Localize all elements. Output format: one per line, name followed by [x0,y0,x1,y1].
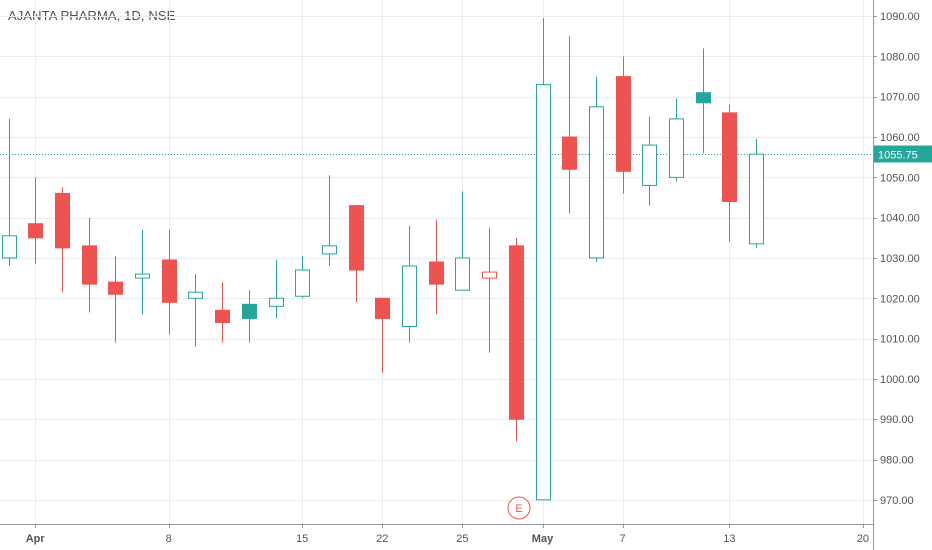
candle[interactable] [55,187,70,293]
candle-body [108,281,123,295]
candle-body [269,297,284,307]
candle[interactable] [322,175,337,267]
x-tick-label: 22 [376,533,388,545]
candle[interactable] [269,259,284,319]
candle-body [749,153,764,245]
candle-body [616,76,631,172]
last-price-badge [874,145,932,163]
candle-body [295,269,310,297]
candle-body [375,297,390,319]
y-tick-label: 970.00 [880,495,914,507]
candle-body [162,259,177,303]
candle[interactable] [696,48,711,154]
last-price-label: 1055.75 [878,150,918,162]
candle[interactable] [749,139,764,248]
candle-body [536,84,551,501]
y-tick-label: 980.00 [880,455,914,467]
y-tick-label: 1010.00 [880,334,920,346]
x-tick-label: 7 [620,533,626,545]
y-tick-label: 1050.00 [880,172,920,184]
candle-body [509,245,524,420]
chart-title: AJANTA PHARMA, 1D, NSE [8,8,176,23]
candle-body [28,223,43,239]
y-tick-label: 1030.00 [880,253,920,265]
candle-body [429,261,444,285]
candle[interactable] [242,290,257,343]
candle-body [242,303,257,319]
candle[interactable] [295,255,310,299]
candle[interactable] [616,56,631,194]
y-tick-label: 1080.00 [880,51,920,63]
x-tick-label: 15 [296,533,308,545]
candle[interactable] [215,282,230,343]
candle[interactable] [722,104,737,242]
candle[interactable] [429,219,444,315]
y-tick-label: 1020.00 [880,293,920,305]
candle-body [188,291,203,299]
candle-body [455,257,470,291]
y-tick-label: 990.00 [880,414,914,426]
candle[interactable] [669,98,684,182]
candle-body [135,273,150,279]
candle[interactable] [188,274,203,347]
x-tick-label: 13 [723,533,735,545]
candle-body [562,136,577,170]
candle-body [2,235,17,259]
candle[interactable] [375,297,390,373]
y-tick-label: 1060.00 [880,132,920,144]
candle-body [589,106,604,259]
earnings-event-marker[interactable] [507,496,531,520]
candle-body [55,192,70,249]
candle[interactable] [562,36,577,214]
candle[interactable] [402,225,417,343]
candle[interactable] [135,229,150,315]
candle-body [402,265,417,327]
earnings-event-label: E [515,503,522,515]
x-tick-label: 8 [166,533,172,545]
y-tick-label: 1090.00 [880,11,920,23]
candle[interactable] [536,18,551,501]
candle-body [669,118,684,178]
x-tick-label: May [532,533,554,545]
candle[interactable] [589,76,604,262]
candle[interactable] [28,177,43,265]
candle-body [349,205,364,271]
y-tick-label: 1070.00 [880,92,920,104]
y-tick-label: 1040.00 [880,213,920,225]
y-tick-label: 1000.00 [880,374,920,386]
candle-body [642,144,657,186]
candle[interactable] [455,191,470,291]
candle-body [696,92,711,104]
candle[interactable] [509,237,524,442]
candle[interactable] [82,217,97,313]
candle-body [82,245,97,285]
candle[interactable] [349,205,364,303]
candle-body [722,112,737,203]
candle-body [482,271,497,279]
x-tick-label: 20 [857,533,869,545]
x-tick-label: Apr [26,533,46,545]
candle[interactable] [108,255,123,343]
candle[interactable] [162,229,177,335]
candle-body [322,245,337,255]
candle-body [215,309,230,323]
x-tick-label: 25 [456,533,468,545]
candle[interactable] [642,116,657,206]
candle[interactable] [482,227,497,353]
candle[interactable] [2,118,17,267]
